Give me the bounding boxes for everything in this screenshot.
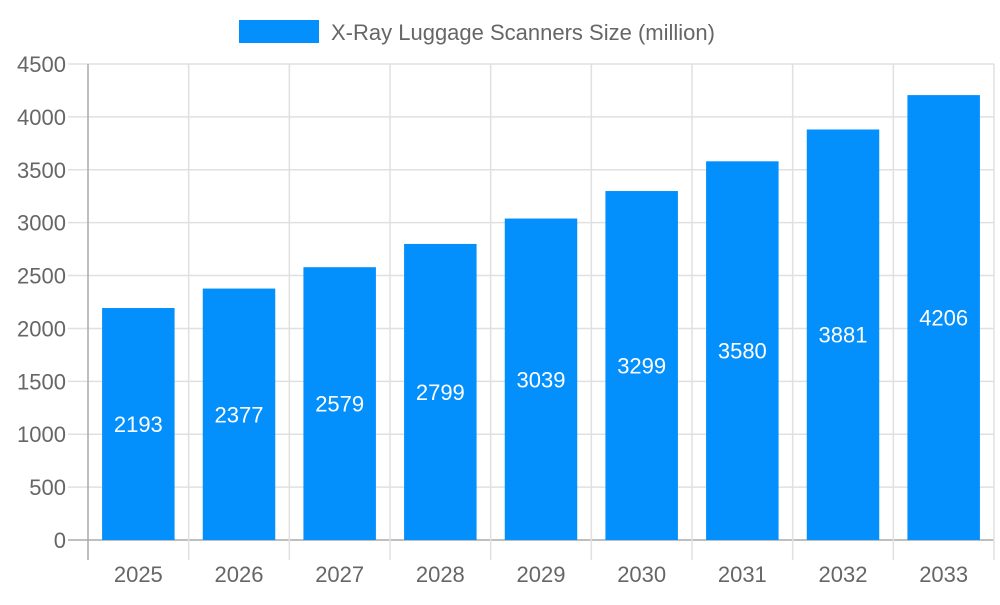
x-tick-label: 2026 <box>215 562 264 587</box>
y-tick-label: 4000 <box>17 105 66 130</box>
y-tick-label: 2000 <box>17 316 66 341</box>
x-tick-label: 2030 <box>617 562 666 587</box>
bar <box>102 308 175 540</box>
bar <box>504 218 578 541</box>
bar <box>907 95 980 540</box>
y-tick-label: 3000 <box>17 211 66 236</box>
bar-value-label: 4206 <box>919 306 968 331</box>
legend-label: X-Ray Luggage Scanners Size (million) <box>331 20 715 45</box>
x-tick-label: 2027 <box>315 562 364 587</box>
bar <box>706 161 779 540</box>
bar-value-label: 2579 <box>315 392 364 417</box>
bar <box>806 129 880 540</box>
y-tick-label: 3500 <box>17 158 66 183</box>
y-tick-label: 0 <box>54 528 66 553</box>
legend-swatch <box>239 20 319 43</box>
x-tick-label: 2033 <box>919 562 968 587</box>
bar-value-label: 3881 <box>819 323 868 348</box>
y-tick-label: 2500 <box>17 264 66 289</box>
x-tick-label: 2029 <box>517 562 566 587</box>
x-tick-label: 2031 <box>718 562 767 587</box>
x-tick-label: 2025 <box>114 562 163 587</box>
axes: 0 500 1000 1500 2000 2500 3000 3500 4000 4500 2025… <box>17 52 968 587</box>
legend[interactable]: X-Ray Luggage Scanners Size (million) <box>239 20 715 45</box>
bar-value-label: 3580 <box>718 339 767 364</box>
bar-value-label: 3299 <box>617 354 666 379</box>
bar-value-label: 2193 <box>114 412 163 437</box>
x-tick-label: 2028 <box>416 562 465 587</box>
bar <box>404 243 477 541</box>
bar-value-label: 2377 <box>215 402 264 427</box>
y-tick-label: 1000 <box>17 422 66 447</box>
x-tick-label: 2032 <box>819 562 868 587</box>
bar <box>202 288 276 540</box>
bar-value-label: 2799 <box>416 380 465 405</box>
y-tick-label: 1500 <box>17 369 66 394</box>
y-tick-label: 500 <box>29 475 66 500</box>
bar <box>303 267 376 540</box>
bar-value-label: 3039 <box>517 367 566 392</box>
bar <box>605 191 678 540</box>
y-tick-label: 4500 <box>17 52 66 77</box>
bars: 2193 2377 2579 2799 3039 3299 3580 3881 4206 <box>102 95 980 541</box>
